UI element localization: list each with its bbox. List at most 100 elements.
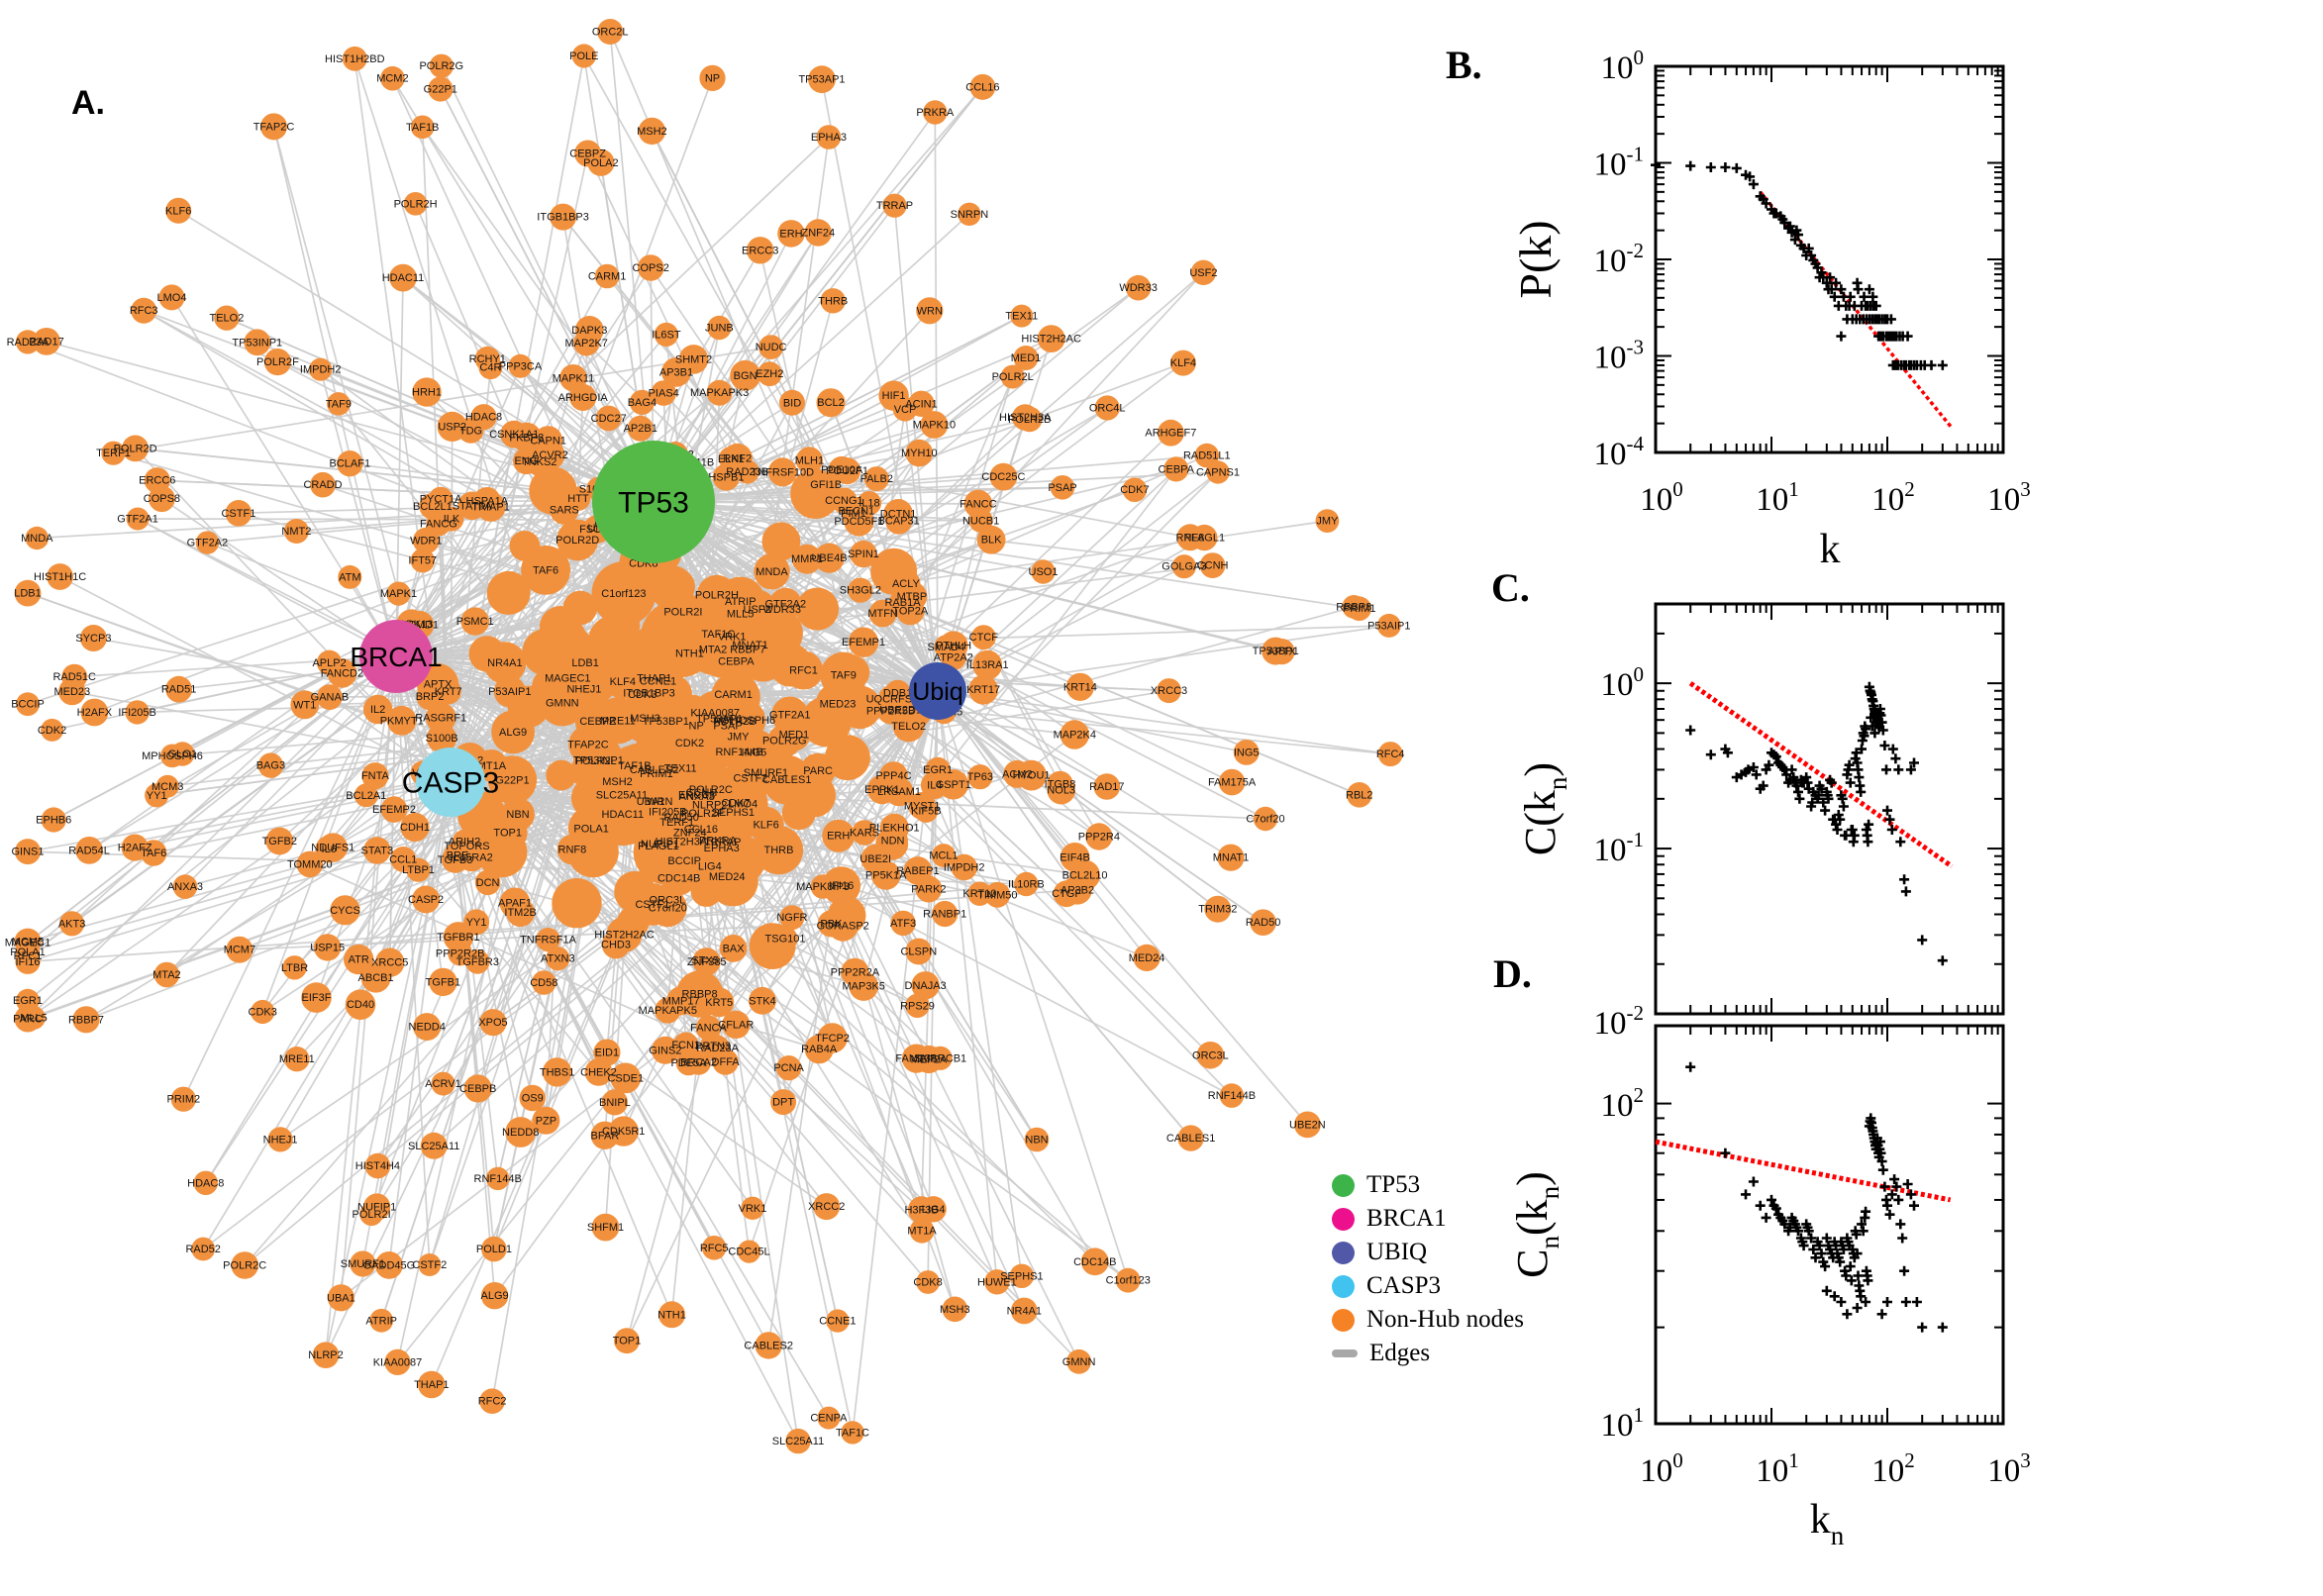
network-node-label: EFEMP1 xyxy=(842,637,885,648)
network-node xyxy=(428,486,454,512)
network-node-label: MEF2A xyxy=(911,1054,948,1066)
network-node-label: ORC3L xyxy=(1192,1049,1229,1061)
network-node xyxy=(244,329,271,356)
network-node-label: RNF8 xyxy=(558,845,587,856)
network-node xyxy=(316,649,343,675)
network-node-label: MAPKAPK3 xyxy=(690,387,749,399)
network-node xyxy=(427,723,457,753)
network-node-label: USF2 xyxy=(744,604,771,616)
network-node-label: GFI1B xyxy=(810,479,842,491)
network-node xyxy=(330,895,360,926)
network-node-label: HDAC11 xyxy=(602,809,645,821)
network-node-label: ATRIP xyxy=(365,1315,397,1327)
network-node-label: RFC1 xyxy=(789,665,818,677)
network-node-label: MLH1 xyxy=(795,454,824,466)
network-node-label: NUFIP1 xyxy=(641,839,679,850)
network-node-label: RAD51L1 xyxy=(1183,450,1231,462)
network-node xyxy=(369,1308,394,1333)
network-node-label: H2AFX xyxy=(77,707,113,719)
network-node-label: BECN1 xyxy=(838,506,874,518)
network-node xyxy=(817,1406,841,1430)
network-node-label: IFI16 xyxy=(829,880,854,892)
network-node-label: RBBP8 xyxy=(1336,601,1371,613)
network-node-label: CRADD xyxy=(303,479,342,491)
network-node xyxy=(1171,554,1196,579)
network-node-label: PIAS4 xyxy=(649,388,679,400)
legend-item-label: Non-Hub nodes xyxy=(1366,1306,1525,1333)
network-node xyxy=(1194,443,1220,468)
network-node-label: CEBPA xyxy=(718,656,755,668)
network-node xyxy=(380,796,408,823)
network-node-label: NDUFS1 xyxy=(311,843,354,854)
network-node-label: NHEJ1 xyxy=(263,1134,298,1146)
network-node xyxy=(474,869,501,896)
network-node-label: POLR2D xyxy=(556,535,599,547)
network-node-label: BRE xyxy=(447,850,469,862)
network-node-label: KRT10 xyxy=(962,888,996,900)
network-node-label: CSTF2 xyxy=(412,1259,447,1271)
network-node xyxy=(439,506,464,532)
network-node-label: MNAT1 xyxy=(732,640,767,651)
network-node-label: MAPK11 xyxy=(553,372,595,384)
network-node xyxy=(131,297,157,324)
network-node-label: NUDC xyxy=(756,342,787,353)
network-node-label: P53AIP1 xyxy=(1367,620,1410,632)
network-node-label: NP xyxy=(705,72,720,84)
network-node-label: IMPDH2 xyxy=(944,862,985,874)
network-node xyxy=(1047,770,1073,798)
network-node xyxy=(719,935,748,962)
network-node-label: GLO1 xyxy=(168,748,197,760)
network-node-label: ORC4L xyxy=(1089,403,1126,415)
network-node xyxy=(170,1086,196,1112)
network-node xyxy=(1010,1297,1038,1325)
network-node xyxy=(601,931,631,959)
network-node-label: FAM10B xyxy=(895,1053,937,1065)
network-node xyxy=(675,1049,702,1076)
network-node xyxy=(976,525,1006,554)
network-node-label: CABLES2 xyxy=(744,1340,793,1351)
network-node xyxy=(754,826,804,875)
network-node-label: CD40 xyxy=(347,999,374,1011)
network-node-label: POLR2C xyxy=(223,1260,266,1272)
network-node-label: ING5 xyxy=(1234,747,1260,758)
network-node-label: BAG4 xyxy=(628,397,656,409)
network-node-label: IL18 xyxy=(858,498,879,510)
network-node-label: SMURF1 xyxy=(341,1258,385,1270)
network-node xyxy=(1376,613,1401,638)
network-node xyxy=(1158,419,1184,447)
network-node-label: MMP17 xyxy=(662,995,700,1007)
network-node-label: IL2 xyxy=(370,704,385,716)
network-node-label: NOL3 xyxy=(1047,785,1075,797)
network-node-label: GMNN xyxy=(1062,1356,1096,1368)
network-node-label: MT1A xyxy=(907,1226,937,1238)
legend-item-label: Edges xyxy=(1369,1340,1431,1366)
legend-item: TP53 xyxy=(1332,1168,1524,1202)
network-node-label: YY1 xyxy=(147,790,167,802)
network-node xyxy=(437,411,467,442)
network-node-label: MRE11 xyxy=(600,715,636,727)
network-node-label: POLR2F xyxy=(256,356,299,368)
network-node-label: FCN1 xyxy=(671,1040,700,1051)
network-node-label: RAD50 xyxy=(1246,917,1280,929)
network-node-label: TRRAP xyxy=(876,200,913,212)
network-node xyxy=(33,328,60,355)
plot-panel-c: 100 10-1 10-2 C(kn) xyxy=(1516,602,2005,1042)
network-node xyxy=(662,798,700,836)
network-node-label: RFC2 xyxy=(478,1396,507,1408)
network-node-label: ITGB1BP3 xyxy=(537,212,589,224)
network-node xyxy=(849,971,878,1001)
network-node xyxy=(825,735,870,781)
network-node-label: POLR2H xyxy=(695,589,739,601)
network-node xyxy=(552,878,602,929)
plot-frame xyxy=(1654,1024,2005,1426)
network-node-label: CHEK2 xyxy=(580,1066,617,1078)
legend-edge-swatch xyxy=(1332,1349,1358,1357)
network-node-label: FAM175A xyxy=(1208,777,1257,789)
network-node-label: CABLES1 xyxy=(1166,1133,1216,1145)
network-node-label: GOLGA3 xyxy=(1162,561,1206,573)
network-node xyxy=(593,1039,621,1066)
hub-label-brca1: BRCA1 xyxy=(350,642,442,672)
network-node-label: XRCC2 xyxy=(808,1201,845,1213)
network-node-label: KLF6 xyxy=(753,819,778,831)
network-node xyxy=(614,870,656,913)
